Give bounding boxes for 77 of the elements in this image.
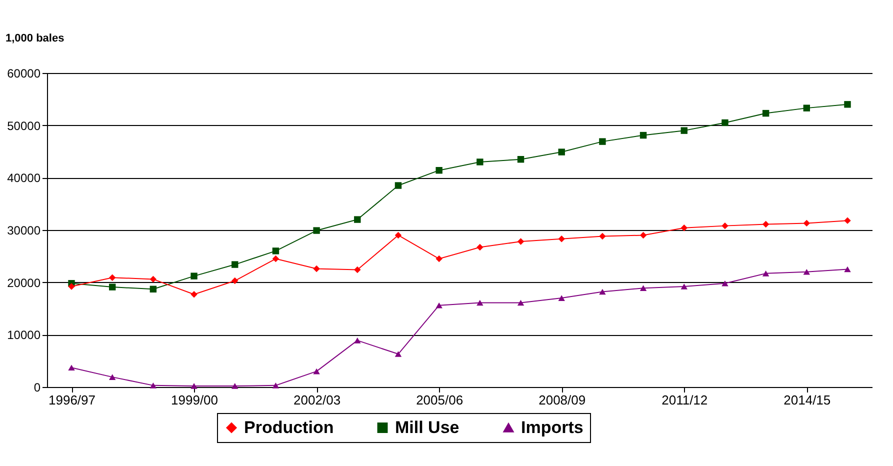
- x-tick-label: 2008/09: [538, 392, 586, 408]
- y-tick-label: 30000: [7, 224, 41, 238]
- point: [762, 270, 770, 276]
- y-tick-label: 50000: [7, 118, 41, 133]
- y-tick-label: 10000: [7, 328, 41, 342]
- legend-label: Imports: [521, 418, 584, 437]
- point: [722, 119, 728, 126]
- point: [354, 266, 361, 274]
- point: [640, 285, 647, 291]
- point: [232, 261, 238, 268]
- point: [517, 300, 524, 306]
- legend-label: Production: [244, 418, 334, 437]
- y-tick-label: 60000: [7, 66, 41, 80]
- x-tick-label: 2014/15: [784, 392, 831, 408]
- point: [108, 374, 116, 380]
- point: [558, 148, 565, 156]
- y-tick-label: 20000: [7, 276, 41, 290]
- point: [272, 382, 280, 388]
- point: [722, 222, 728, 230]
- point: [640, 132, 647, 139]
- x-tick-label: 2005/06: [416, 392, 464, 408]
- point: [354, 338, 361, 344]
- point: [272, 255, 280, 262]
- point: [68, 283, 75, 290]
- y-axis-title: 1,000 bales: [6, 32, 64, 44]
- point: [558, 236, 565, 242]
- point: [313, 227, 320, 234]
- point: [803, 220, 810, 227]
- point: [232, 277, 238, 284]
- point: [313, 265, 320, 272]
- y-tick-label: 40000: [7, 171, 41, 186]
- point: [354, 216, 361, 223]
- x-tick-label: 1996/97: [48, 392, 96, 408]
- point: [844, 101, 851, 108]
- point: [232, 383, 238, 389]
- point: [722, 280, 728, 286]
- point: [436, 302, 442, 308]
- point: [108, 284, 116, 290]
- point: [844, 217, 851, 224]
- point: [762, 220, 770, 228]
- point: [599, 232, 606, 240]
- point: [150, 286, 157, 292]
- point: [599, 138, 606, 145]
- point: [394, 182, 402, 189]
- point: [436, 166, 442, 174]
- point: [476, 158, 484, 166]
- point: [558, 295, 565, 301]
- x-tick-label: 2002/03: [294, 392, 341, 408]
- point: [640, 232, 647, 239]
- point: [517, 238, 524, 245]
- point: [844, 266, 851, 272]
- point: [599, 288, 606, 295]
- point: [803, 104, 810, 112]
- point: [476, 244, 484, 251]
- point: [190, 291, 198, 298]
- point: [150, 276, 157, 283]
- point: [68, 364, 75, 371]
- point: [680, 284, 688, 290]
- point: [394, 351, 402, 357]
- point: [150, 382, 157, 388]
- point: [680, 224, 688, 232]
- point: [476, 300, 484, 306]
- point: [762, 110, 770, 117]
- point: [803, 268, 810, 275]
- point: [272, 248, 280, 254]
- point: [436, 255, 442, 262]
- x-tick-label: 1999/00: [171, 392, 218, 408]
- y-tick-label: 0: [34, 380, 41, 394]
- legend-label: Mill Use: [395, 418, 460, 437]
- point: [517, 156, 524, 163]
- point: [190, 272, 198, 280]
- point: [190, 383, 198, 389]
- point: [394, 232, 402, 239]
- point: [680, 127, 688, 134]
- x-tick-label: 2011/12: [662, 392, 708, 408]
- point: [313, 368, 320, 374]
- point: [108, 274, 116, 281]
